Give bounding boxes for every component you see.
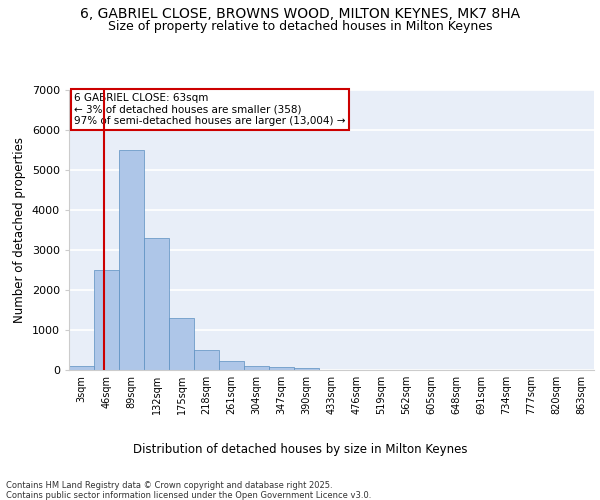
Bar bbox=[194, 350, 219, 370]
Y-axis label: Number of detached properties: Number of detached properties bbox=[13, 137, 26, 323]
Bar bbox=[94, 270, 119, 370]
Bar bbox=[244, 366, 269, 370]
Bar bbox=[119, 150, 144, 370]
Bar bbox=[219, 361, 244, 370]
Text: Size of property relative to detached houses in Milton Keynes: Size of property relative to detached ho… bbox=[108, 20, 492, 33]
Bar bbox=[69, 366, 94, 370]
Text: 6 GABRIEL CLOSE: 63sqm
← 3% of detached houses are smaller (358)
97% of semi-det: 6 GABRIEL CLOSE: 63sqm ← 3% of detached … bbox=[74, 93, 346, 126]
Bar bbox=[269, 367, 294, 370]
Bar bbox=[294, 368, 319, 370]
Text: 6, GABRIEL CLOSE, BROWNS WOOD, MILTON KEYNES, MK7 8HA: 6, GABRIEL CLOSE, BROWNS WOOD, MILTON KE… bbox=[80, 8, 520, 22]
Bar bbox=[144, 238, 169, 370]
Text: Distribution of detached houses by size in Milton Keynes: Distribution of detached houses by size … bbox=[133, 442, 467, 456]
Bar bbox=[169, 318, 194, 370]
Text: Contains HM Land Registry data © Crown copyright and database right 2025.
Contai: Contains HM Land Registry data © Crown c… bbox=[6, 480, 371, 500]
